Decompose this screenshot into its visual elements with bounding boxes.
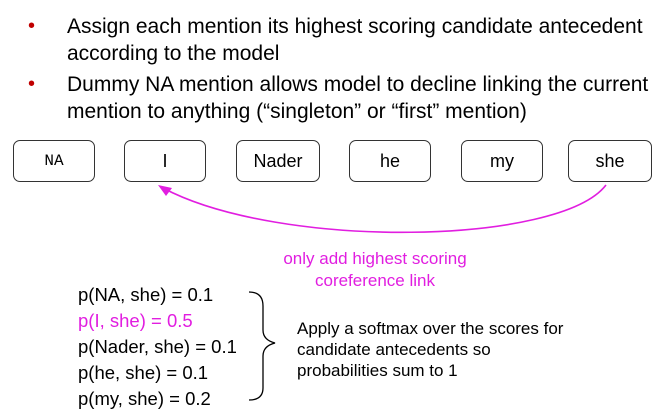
mention-box-he: he (349, 140, 431, 182)
mention-box-na: NA (13, 140, 95, 182)
probability-list: p(NA, she) = 0.1 p(I, she) = 0.5 p(Nader… (78, 282, 237, 412)
mention-label: my (490, 150, 514, 171)
mention-box-my: my (461, 140, 543, 182)
arrow-head (158, 185, 172, 196)
mention-label: I (162, 150, 168, 171)
softmax-line-3: probabilities sum to 1 (297, 361, 458, 380)
bullet-text: Assign each mention its highest scoring … (67, 15, 643, 65)
arrow-curve (162, 184, 607, 234)
link-annotation: only add highest scoring coreference lin… (250, 248, 500, 292)
softmax-note: Apply a softmax over the scores for cand… (297, 318, 563, 381)
mention-box-nader: Nader (236, 140, 320, 182)
curly-brace (248, 291, 276, 401)
annotation-line-1: only add highest scoring (283, 249, 467, 268)
probability-nader: p(Nader, she) = 0.1 (78, 336, 237, 357)
mention-box-she: she (568, 140, 652, 182)
mention-label: he (379, 150, 401, 171)
probability-he: p(he, she) = 0.1 (78, 362, 209, 383)
probability-na: p(NA, she) = 0.1 (78, 284, 214, 305)
bullet-text: Dummy NA mention allows model to decline… (67, 73, 649, 123)
annotation-line-2: coreference link (314, 271, 435, 290)
softmax-line-1: Apply a softmax over the scores for (297, 319, 564, 338)
bullet-marker: • (28, 73, 36, 95)
mention-box-i: I (124, 140, 206, 182)
bullet-marker: • (28, 15, 36, 37)
probability-my: p(my, she) = 0.2 (78, 388, 211, 409)
softmax-line-2: candidate antecedents so (297, 340, 491, 359)
mention-label: Nader (253, 150, 303, 171)
probability-i: p(I, she) = 0.5 (78, 310, 193, 331)
mention-label: NA (44, 152, 64, 170)
mention-label: she (595, 150, 625, 171)
